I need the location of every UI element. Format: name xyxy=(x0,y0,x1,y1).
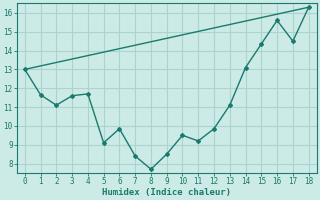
X-axis label: Humidex (Indice chaleur): Humidex (Indice chaleur) xyxy=(102,188,231,197)
